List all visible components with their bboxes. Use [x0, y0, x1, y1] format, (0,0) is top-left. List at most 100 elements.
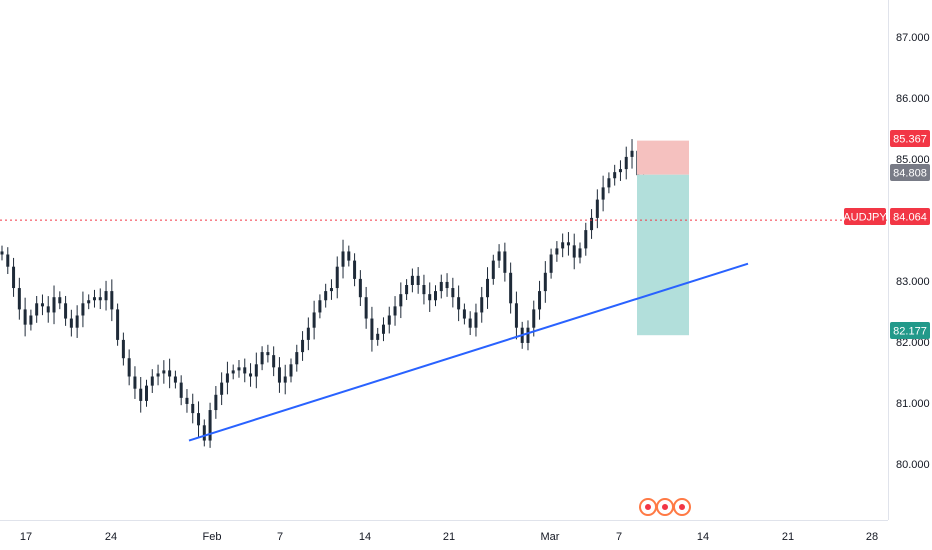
time-tick-label: 28 [866, 531, 878, 543]
economic-event-icon [645, 504, 651, 510]
time-tick-label: 14 [359, 531, 371, 543]
candle-body [601, 187, 605, 200]
candle-body [422, 285, 426, 295]
price-tick-label: 85.000 [896, 154, 930, 166]
candle-body [566, 242, 570, 246]
candle-body [434, 291, 437, 301]
candle-body [272, 355, 276, 368]
candle-body [6, 254, 10, 267]
price-tick-label: 80.000 [896, 459, 930, 471]
symbol-label[interactable]: AUDJPY [843, 208, 887, 225]
candle-body [509, 272, 513, 304]
short-position-tool[interactable] [637, 140, 689, 336]
candle-body [92, 297, 96, 301]
candle-body [381, 324, 385, 334]
candle-body [630, 150, 634, 157]
candle-body [145, 385, 148, 401]
price-tick-label: 86.000 [896, 93, 930, 105]
candle-body [156, 373, 160, 377]
candle-body [87, 300, 91, 304]
candle-body [561, 242, 565, 249]
candle-body [399, 294, 403, 307]
candle-body [613, 172, 617, 179]
stop-loss-zone[interactable] [637, 140, 689, 175]
candle-body [318, 300, 322, 313]
candle-body [35, 303, 39, 316]
candle-body [457, 297, 461, 310]
candle-body [329, 288, 333, 292]
price-tick-label: 87.000 [896, 32, 930, 44]
candle-body [266, 352, 270, 356]
candle-body [462, 309, 466, 319]
candle-body [52, 297, 56, 313]
candle-body [289, 364, 293, 377]
time-tick-label: 14 [697, 531, 709, 543]
candle-body [185, 397, 189, 404]
candlestick-series [0, 139, 651, 448]
candle-body [133, 376, 137, 389]
candle-body [405, 285, 409, 295]
candle-body [491, 260, 495, 279]
candle-body [595, 199, 599, 218]
take-profit-price-tag: 82.177 [890, 322, 930, 339]
candle-body [0, 251, 4, 255]
candle-body [237, 367, 241, 371]
candle-body [347, 251, 351, 261]
candle-body [64, 303, 68, 319]
entry-price-tag: 84.808 [890, 164, 930, 181]
candle-body [162, 370, 166, 374]
candle-body [503, 251, 507, 273]
time-axis[interactable]: 17 24 Feb 7 14 21 Mar 7 14 21 28 [0, 520, 888, 544]
take-profit-zone[interactable] [637, 174, 689, 336]
candle-body [225, 373, 229, 383]
candle-body [202, 425, 206, 441]
candle-body [549, 254, 553, 273]
candle-body [445, 281, 449, 289]
candle-body [353, 260, 357, 279]
candle-body [370, 318, 374, 340]
ascending-trendline[interactable] [188, 262, 749, 442]
candle-body [29, 315, 33, 325]
candle-body [624, 156, 628, 170]
chart-plot-area[interactable] [0, 139, 888, 448]
candle-body [179, 382, 183, 398]
candle-body [607, 178, 611, 188]
candle-body [214, 394, 218, 411]
candle-body [358, 278, 362, 298]
candle-body [81, 303, 85, 316]
candle-body [17, 288, 21, 310]
candle-body [335, 266, 339, 289]
candle-body [410, 275, 414, 285]
take-profit-price-label: 82.177 [893, 326, 927, 338]
candle-body [364, 297, 368, 319]
price-axis[interactable]: 87.000 86.000 85.000 84.000 83.000 82.00… [888, 0, 932, 520]
time-tick-label: Mar [541, 531, 560, 543]
candle-body [104, 291, 108, 301]
price-tick-label: 82.000 [896, 337, 930, 349]
candle-body [260, 352, 264, 365]
time-tick-label: 24 [105, 531, 117, 543]
event-markers[interactable] [639, 498, 691, 516]
price-tick-label: 83.000 [896, 276, 930, 288]
symbol-text: AUDJPY [843, 212, 887, 224]
current-price-tag: 84.064 [890, 208, 930, 225]
candle-body [324, 291, 328, 301]
candle-body [312, 312, 316, 328]
candle-body [249, 373, 253, 377]
candle-body [468, 318, 472, 328]
candle-body [439, 281, 443, 292]
candle-body [121, 339, 125, 359]
time-tick-label: 21 [443, 531, 455, 543]
price-tick-label: 81.000 [896, 398, 930, 410]
candle-body [220, 382, 224, 395]
candle-body [231, 370, 235, 374]
candle-body [283, 376, 287, 383]
candle-body [532, 309, 536, 328]
candle-body [514, 303, 518, 328]
candle-body [12, 266, 16, 289]
candle-body [110, 291, 114, 310]
candle-body [69, 318, 73, 328]
candle-body [139, 388, 143, 401]
time-tick-label: Feb [203, 531, 222, 543]
